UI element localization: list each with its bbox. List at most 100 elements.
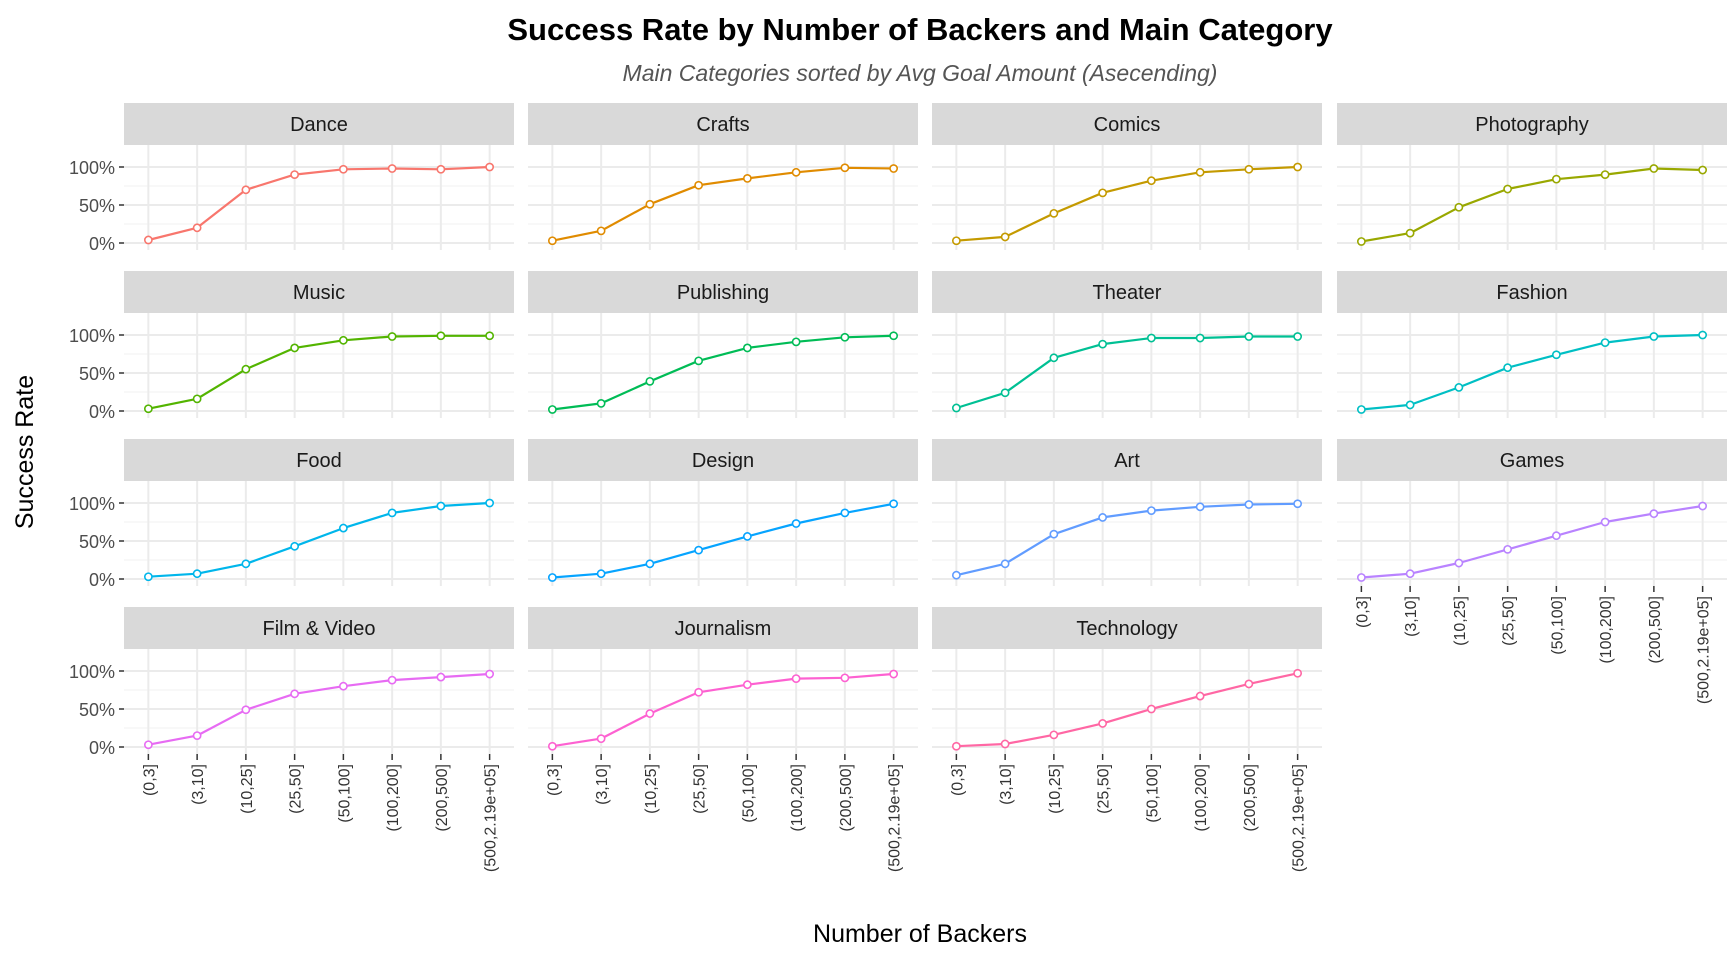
data-point-art (1098, 513, 1108, 522)
data-point-design (889, 499, 899, 509)
plot-area-journalism (528, 649, 918, 754)
data-point-technology (1293, 668, 1303, 678)
data-point-games (1356, 573, 1366, 582)
data-point-theater (951, 403, 961, 413)
series-line-crafts (552, 166, 894, 242)
data-point-art (1146, 506, 1156, 515)
data-point-food (436, 501, 446, 511)
y-tick-label: 100% (69, 662, 115, 682)
data-point-fashion (1503, 363, 1513, 373)
x-tick-label: (25,50] (692, 764, 709, 814)
data-point-publishing (742, 343, 752, 353)
data-point-comics (1098, 188, 1108, 198)
facet-strip-food (124, 439, 514, 481)
data-point-publishing (547, 405, 557, 414)
chart-subtitle: Main Categories sorted by Avg Goal Amoun… (623, 60, 1218, 86)
series-line-journalism (552, 672, 894, 748)
data-point-photography (1551, 174, 1561, 184)
data-point-music (338, 335, 348, 345)
facet-label-publishing: Publishing (677, 282, 769, 304)
data-point-photography (1454, 202, 1464, 212)
x-tick-label: (10,25] (1047, 764, 1064, 814)
y-tick-label: 0% (89, 402, 115, 422)
data-point-journalism (694, 687, 704, 697)
facet-publishing: Publishing (528, 271, 918, 418)
series-line-games (1361, 504, 1703, 579)
facet-label-games: Games (1500, 450, 1564, 472)
facet-design: Design (528, 439, 918, 586)
data-point-design (547, 573, 557, 582)
data-point-games (1698, 501, 1708, 511)
data-point-art (1000, 559, 1010, 569)
data-point-games (1454, 558, 1464, 568)
data-point-technology (1146, 704, 1156, 714)
data-point-film-video (485, 669, 495, 679)
facet-label-technology: Technology (1076, 618, 1177, 640)
data-point-design (791, 519, 801, 528)
data-point-technology (1244, 679, 1254, 689)
facet-strip-journalism (528, 607, 918, 649)
data-point-film-video (192, 731, 202, 740)
x-tick-label: (25,50] (288, 764, 305, 814)
data-point-technology (951, 741, 961, 751)
facet-label-art: Art (1114, 450, 1140, 472)
data-point-comics (951, 236, 961, 246)
data-point-fashion (1698, 330, 1708, 340)
series-line-food (148, 501, 490, 578)
facet-fashion: Fashion (1337, 271, 1727, 418)
y-tick-label: 0% (89, 234, 115, 254)
data-point-technology (1098, 719, 1108, 728)
data-point-games (1600, 517, 1610, 527)
data-point-technology (1049, 730, 1059, 740)
data-point-dance (436, 164, 446, 174)
plot-area-comics (932, 145, 1322, 250)
series-line-photography (1361, 167, 1703, 243)
data-point-publishing (791, 337, 801, 347)
x-tick-label: (100,200] (1193, 764, 1210, 832)
data-point-comics (1000, 232, 1010, 242)
facet-strip-technology (932, 607, 1322, 649)
facet-strip-photography (1337, 103, 1727, 145)
facet-strip-comics (932, 103, 1322, 145)
data-point-theater (1195, 333, 1205, 343)
data-point-film-video (338, 681, 348, 691)
data-point-fashion (1649, 332, 1659, 341)
data-point-theater (1098, 339, 1108, 349)
facet-strip-dance (124, 103, 514, 145)
facet-strip-film-video (124, 607, 514, 649)
series-line-dance (148, 165, 490, 242)
data-point-theater (1000, 388, 1010, 398)
plot-area-publishing (528, 313, 918, 418)
data-point-food (290, 541, 300, 551)
x-tick-label: (50,100] (740, 764, 757, 823)
facet-panels: Dance 0% 50% 100% Crafts Comics Photography Mus… (69, 103, 1727, 872)
data-point-design (694, 545, 704, 555)
facet-technology: Technology (0,3] (3,10] (10,25] (25,50] (50,1… (932, 607, 1322, 872)
data-point-fashion (1356, 405, 1366, 414)
data-point-publishing (645, 376, 655, 386)
chart-title: Success Rate by Number of Backers and Ma… (507, 12, 1333, 47)
data-point-dance (192, 223, 202, 233)
data-point-film-video (387, 675, 397, 685)
data-point-photography (1356, 237, 1366, 246)
data-point-photography (1503, 184, 1513, 194)
y-axis-title: Success Rate (11, 375, 39, 529)
data-point-food (387, 508, 397, 518)
data-point-photography (1405, 228, 1415, 238)
data-point-technology (1195, 691, 1205, 701)
x-tick-label: (200,500] (1242, 764, 1259, 832)
plot-area-photography (1337, 145, 1727, 250)
data-point-music (387, 332, 397, 341)
y-tick-label: 50% (79, 196, 115, 216)
facet-journalism: Journalism (0,3] (3,10] (10,25] (25,50] (50,1… (528, 607, 918, 872)
y-tick-label: 50% (79, 532, 115, 552)
plot-area-design (528, 481, 918, 586)
x-tick-label: (25,50] (1501, 596, 1518, 646)
data-point-games (1649, 509, 1659, 519)
x-tick-label: (0,3] (545, 764, 562, 796)
x-axis-title: Number of Backers (813, 920, 1027, 948)
facet-games: Games (0,3] (3,10] (10,25] (25,50] (50,100] (1… (1337, 439, 1727, 704)
data-point-music (290, 343, 300, 353)
series-line-fashion (1361, 333, 1703, 411)
